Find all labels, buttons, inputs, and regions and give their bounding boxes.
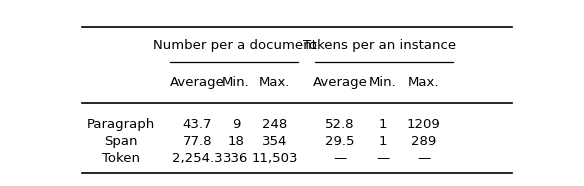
Text: 29.5: 29.5 xyxy=(325,135,355,148)
Text: 9: 9 xyxy=(232,118,240,131)
Text: Tokens per an instance: Tokens per an instance xyxy=(303,39,457,52)
Text: Max.: Max. xyxy=(408,76,440,89)
Text: —: — xyxy=(377,152,390,165)
Text: 336: 336 xyxy=(223,152,249,165)
Text: —: — xyxy=(333,152,347,165)
Text: 52.8: 52.8 xyxy=(325,118,355,131)
Text: 354: 354 xyxy=(262,135,287,148)
Text: Span: Span xyxy=(104,135,137,148)
Text: Average: Average xyxy=(170,76,225,89)
Text: Token: Token xyxy=(102,152,140,165)
Text: Min.: Min. xyxy=(369,76,397,89)
Text: 2,254.3: 2,254.3 xyxy=(172,152,223,165)
Text: Average: Average xyxy=(312,76,367,89)
Text: Paragraph: Paragraph xyxy=(86,118,155,131)
Text: 1: 1 xyxy=(379,118,387,131)
Text: 248: 248 xyxy=(262,118,287,131)
Text: 1209: 1209 xyxy=(407,118,441,131)
Text: 11,503: 11,503 xyxy=(251,152,298,165)
Text: 18: 18 xyxy=(228,135,244,148)
Text: Number per a document: Number per a document xyxy=(153,39,317,52)
Text: Min.: Min. xyxy=(222,76,250,89)
Text: 77.8: 77.8 xyxy=(183,135,212,148)
Text: 43.7: 43.7 xyxy=(183,118,212,131)
Text: —: — xyxy=(417,152,430,165)
Text: Max.: Max. xyxy=(259,76,290,89)
Text: 289: 289 xyxy=(411,135,436,148)
Text: 1: 1 xyxy=(379,135,387,148)
